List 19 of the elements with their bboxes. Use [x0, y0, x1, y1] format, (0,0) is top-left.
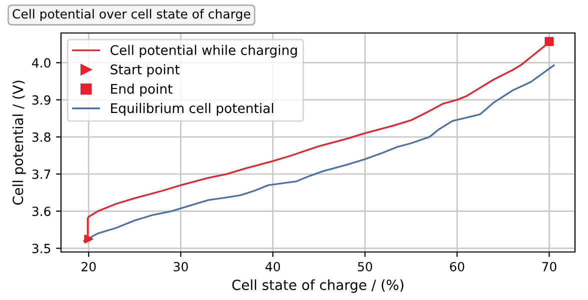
legend-label: End point	[111, 84, 172, 96]
x-tick-label: 60	[450, 262, 464, 272]
y-tick-label: 3.6	[32, 206, 50, 216]
chart-title: Cell potential over cell state of charge	[12, 8, 250, 22]
x-tick-label: 30	[174, 262, 188, 272]
x-tick-label: 20	[82, 262, 96, 272]
x-tick-label: 40	[266, 262, 280, 272]
y-axis-title: Cell potential / (V)	[12, 80, 26, 205]
legend-label: Start point	[110, 64, 180, 78]
x-axis-title: Cell state of charge / (%)	[232, 279, 404, 293]
x-tick-label: 70	[542, 262, 556, 272]
y-tick-label: 3.5	[32, 244, 50, 254]
legend-label: Cell potential while charging	[110, 44, 297, 58]
y-tick-label: 3.8	[32, 132, 50, 142]
y-tick-label: 4.0	[32, 58, 50, 68]
legend-label: Equilibrium cell potential	[111, 102, 274, 116]
y-tick-label: 3.9	[32, 95, 50, 105]
y-tick-label: 3.7	[32, 170, 50, 179]
x-tick-label: 50	[358, 262, 372, 272]
